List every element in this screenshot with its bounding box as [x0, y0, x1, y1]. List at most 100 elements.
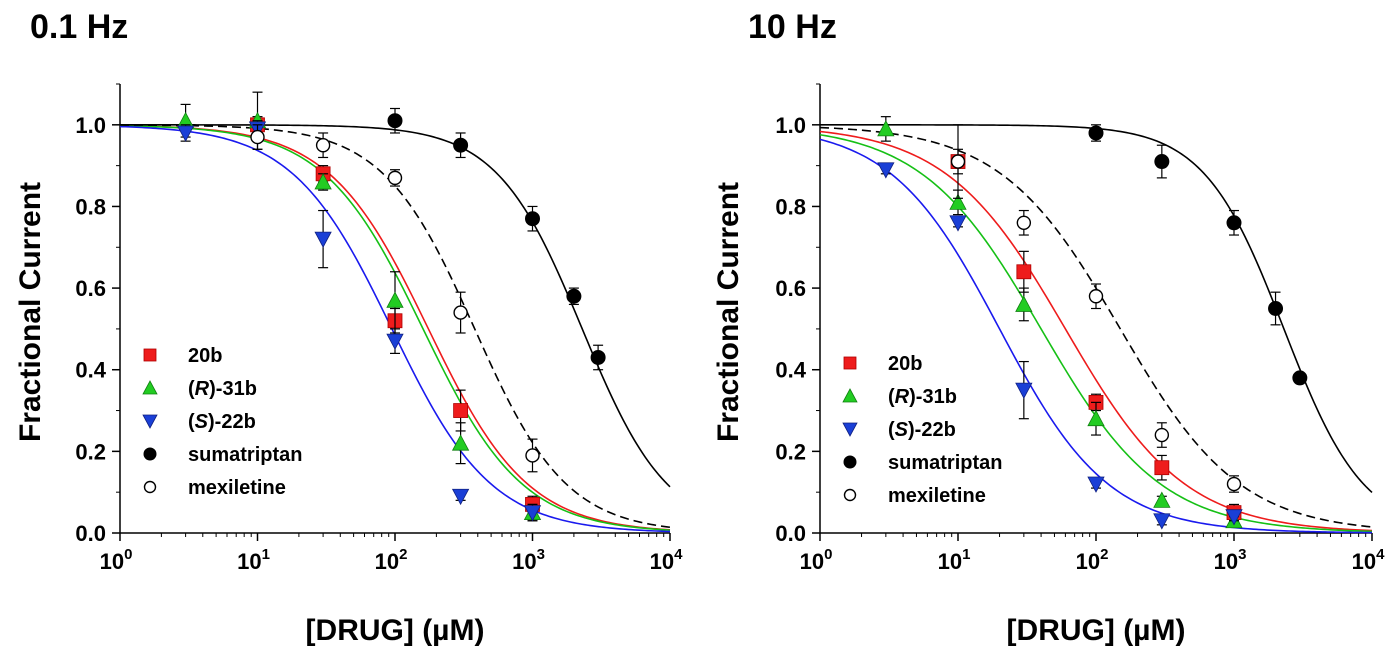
- legend-text-italic: S: [895, 419, 909, 441]
- fit-curve-(S)-22b: [819, 138, 1373, 534]
- legend-label-(R)-31b: (R)-31b: [188, 378, 257, 400]
- data-point-mexiletine: [1226, 476, 1242, 492]
- panel-1-10hz: 10 Hz Fractional Current [DRUG] (µM) 0.0…: [712, 8, 1385, 647]
- legend-text-italic: R: [195, 378, 210, 400]
- data-point-20b: [1016, 264, 1032, 280]
- y-tick-label: 1.0: [75, 113, 106, 138]
- x-axis-label: [DRUG] (µM): [1007, 614, 1186, 647]
- x-axis-label: [DRUG] (µM): [306, 614, 485, 647]
- data-point-mexiletine: [453, 305, 468, 320]
- legend-label-20b: 20b: [188, 345, 222, 367]
- data-point-(S)-22b: [877, 162, 895, 179]
- data-point-sumatriptan: [387, 113, 403, 129]
- legend-marker-(R)-31b: [842, 388, 858, 403]
- legend-marker-(R)-31b: [142, 380, 158, 395]
- data-point-(S)-22b: [314, 231, 332, 248]
- legend-text-part: )-22b: [908, 419, 956, 441]
- legend-marker-mexiletine: [843, 488, 857, 502]
- panel-0-1hz: 0.1 Hz Fractional Current [DRUG] (µM) 0.…: [14, 8, 683, 647]
- data-point-(S)-22b: [176, 125, 195, 142]
- data-point-20b: [1154, 460, 1170, 476]
- x-tick-exponent: 0: [824, 546, 832, 563]
- x-tick-label: 100: [100, 546, 133, 574]
- x-tick-exponent: 2: [399, 546, 407, 563]
- legend-label-(S)-22b: (S)-22b: [188, 411, 256, 433]
- legend-label-20b: 20b: [888, 353, 922, 375]
- legend-text-part: (: [888, 419, 895, 441]
- data-point-mexiletine: [1154, 427, 1170, 443]
- x-tick-label: 103: [512, 546, 545, 574]
- x-tick-exponent: 1: [262, 546, 270, 563]
- data-point-(S)-22b: [949, 215, 967, 232]
- x-tick-label: 103: [1214, 546, 1247, 574]
- legend-text-part: )-31b: [209, 378, 257, 400]
- x-tick-label: 100: [800, 546, 833, 574]
- legend-marker-(S)-22b: [142, 414, 158, 429]
- data-point-(S)-22b: [1015, 382, 1033, 399]
- data-point-(R)-31b: [1153, 491, 1171, 508]
- data-point-mexiletine: [525, 448, 540, 463]
- y-tick-label: 0.0: [775, 521, 806, 546]
- legend-marker-20b: [843, 356, 857, 370]
- data-point-sumatriptan: [1154, 154, 1170, 170]
- legend-text-part: (: [188, 378, 195, 400]
- legend-marker-(S)-22b: [842, 422, 858, 437]
- legend-marker-sumatriptan: [843, 455, 857, 469]
- data-point-sumatriptan: [525, 211, 540, 227]
- data-point-(R)-31b: [1087, 409, 1105, 427]
- data-point-sumatriptan: [453, 137, 469, 153]
- data-point-(S)-22b: [451, 488, 470, 506]
- legend-label-mexiletine: mexiletine: [888, 485, 986, 507]
- x-tick-label: 101: [237, 546, 270, 574]
- x-tick-exponent: 3: [1238, 546, 1246, 563]
- y-tick-label: 0.0: [75, 521, 106, 546]
- y-tick-label: 0.4: [775, 358, 806, 383]
- data-point-(S)-22b: [1087, 476, 1105, 493]
- data-point-(R)-31b: [386, 291, 404, 308]
- y-tick-label: 0.2: [75, 439, 106, 464]
- data-point-(R)-31b: [1015, 295, 1033, 312]
- y-tick-label: 0.4: [75, 358, 106, 383]
- x-tick-exponent: 2: [1100, 546, 1108, 563]
- legend-marker-mexiletine: [143, 480, 157, 494]
- y-tick-label: 0.8: [75, 194, 106, 219]
- x-tick-label: 102: [375, 546, 408, 574]
- y-tick-label: 1.0: [775, 113, 806, 138]
- data-point-mexiletine: [950, 154, 966, 169]
- x-tick-exponent: 0: [124, 546, 132, 563]
- data-point-sumatriptan: [566, 288, 582, 304]
- x-tick-label: 102: [1076, 546, 1109, 574]
- x-tick-exponent: 3: [537, 546, 545, 563]
- y-tick-label: 0.8: [775, 194, 806, 219]
- data-point-(S)-22b: [386, 333, 404, 351]
- fit-curve-mexiletine: [119, 124, 671, 529]
- data-point-mexiletine: [1016, 215, 1032, 230]
- x-tick-exponent: 4: [1376, 546, 1385, 563]
- x-tick-label: 104: [650, 546, 683, 574]
- y-tick-label: 0.6: [775, 276, 806, 301]
- panel-title: 10 Hz: [748, 8, 837, 46]
- data-point-(R)-31b: [451, 434, 470, 451]
- x-tick-label: 104: [1352, 546, 1385, 574]
- data-point-(R)-31b: [949, 193, 967, 210]
- legend-label-(R)-31b: (R)-31b: [888, 386, 957, 408]
- legend-label-(S)-22b: (S)-22b: [888, 419, 956, 441]
- legend-marker-20b: [143, 348, 157, 362]
- fit-curve-20b: [819, 130, 1373, 532]
- data-point-(S)-22b: [523, 505, 542, 522]
- data-point-(S)-22b: [1153, 513, 1171, 530]
- data-point-mexiletine: [1088, 289, 1104, 304]
- legend-text-italic: S: [195, 411, 209, 433]
- y-axis-label: Fractional Current: [712, 182, 745, 442]
- legend-marker-sumatriptan: [143, 447, 157, 461]
- legend-text-part: )-31b: [909, 386, 957, 408]
- data-point-sumatriptan: [1268, 301, 1284, 316]
- data-point-20b: [453, 403, 469, 418]
- x-tick-exponent: 4: [674, 546, 683, 563]
- data-point-mexiletine: [315, 138, 331, 153]
- panel-title: 0.1 Hz: [30, 8, 128, 46]
